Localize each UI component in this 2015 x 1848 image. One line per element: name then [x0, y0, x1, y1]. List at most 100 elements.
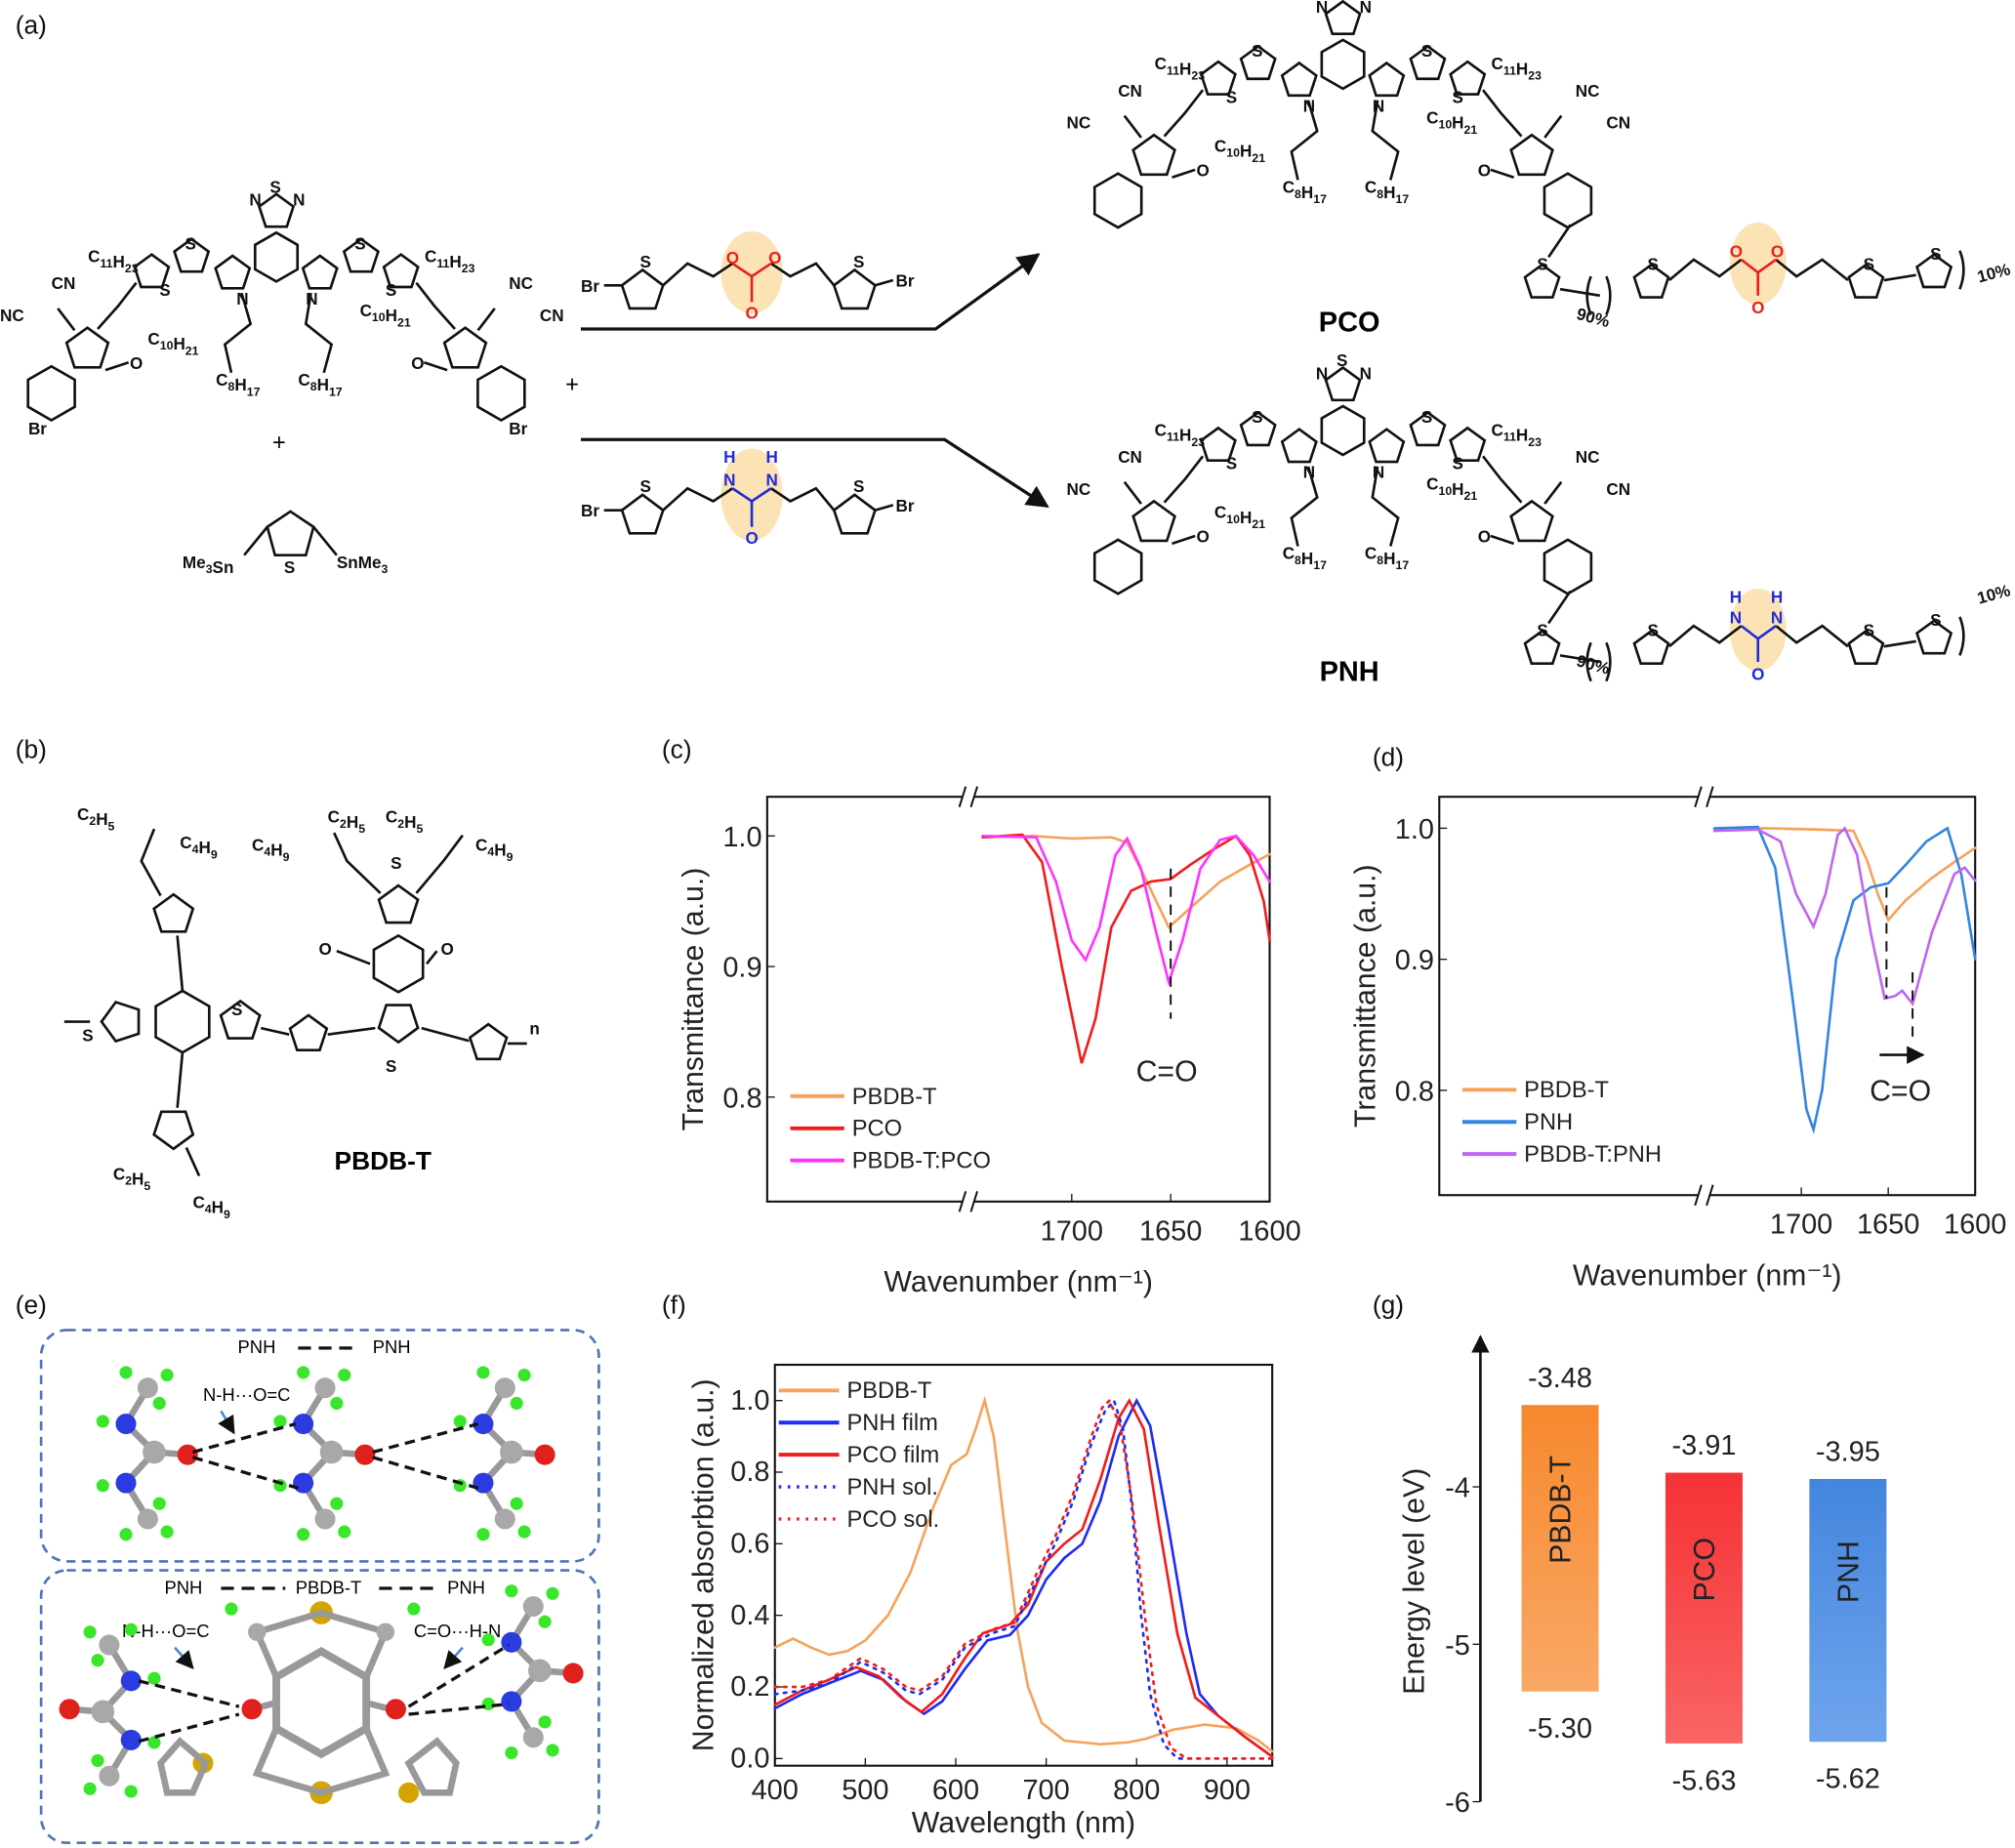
c2h5-label: C2H5	[328, 808, 366, 837]
y-tick-label: 0.9	[1395, 945, 1434, 976]
n-label: N	[1360, 364, 1372, 383]
ratio-label: 90%	[1575, 651, 1612, 678]
bond	[1668, 258, 1743, 282]
bond	[423, 361, 448, 372]
y-tick-label: 0.2	[730, 1671, 769, 1703]
legend-label: PBDB-T	[852, 1085, 937, 1110]
hbond-label: N-H···O=C	[122, 1621, 209, 1641]
s-label: S	[853, 253, 864, 271]
n-label: N	[1730, 608, 1742, 627]
s-label: S	[640, 477, 651, 496]
panel-label-f: (f)	[662, 1290, 686, 1319]
x-tick-label: 1600	[1238, 1215, 1300, 1247]
s-label: S	[1930, 245, 1941, 264]
bond	[1172, 168, 1196, 179]
five-membered-ring	[301, 254, 339, 290]
five-membered-ring	[468, 1022, 509, 1061]
five-membered-ring	[1409, 410, 1447, 447]
bond	[1775, 258, 1849, 282]
s-label: S	[1452, 88, 1462, 106]
snme3-label: SnMe3	[337, 554, 389, 576]
product-name-pco: PCO	[1319, 308, 1380, 339]
c10h21-label: C10H21	[1214, 504, 1265, 532]
n-label: N	[1316, 364, 1328, 383]
br-label: Br	[895, 272, 914, 291]
carbonate-monomer: O O O Br Br S S	[581, 231, 915, 323]
n-label: N	[293, 191, 305, 210]
series-line-PCO	[981, 833, 1271, 1064]
plus-sign: +	[565, 373, 579, 398]
bond	[1543, 114, 1563, 139]
c10h21-label: C10H21	[1214, 137, 1265, 165]
highlight	[1729, 588, 1787, 672]
series-line-PBDB-T	[981, 835, 1271, 930]
bond	[260, 1026, 290, 1036]
energy-bar-PNH	[1809, 1478, 1887, 1743]
bond	[1371, 100, 1400, 181]
series-line-PNH sol.	[773, 1398, 1274, 1760]
five-membered-ring	[1632, 263, 1670, 299]
bracket	[1958, 250, 1965, 290]
o-label: O	[1730, 242, 1743, 261]
chart-energy-levels: -4 -5 -6 Energy level (eV) -3.48 -5.30 PBDB-T -…	[1398, 1335, 1887, 1819]
n-label: N	[766, 472, 778, 490]
y-tick-label: 1.0	[722, 822, 761, 853]
five-membered-ring	[1324, 0, 1362, 35]
five-membered-ring	[288, 1013, 329, 1051]
o-label: O	[1478, 161, 1491, 180]
o-label: O	[411, 354, 424, 373]
panel-label-b: (b)	[16, 735, 47, 764]
c8h17-label: C8H17	[1365, 545, 1409, 573]
n-label: n	[529, 1020, 539, 1039]
nc-label: NC	[0, 307, 24, 325]
x-tick-label: 900	[1204, 1775, 1251, 1806]
x-tick-label: 800	[1113, 1775, 1160, 1806]
h-label: H	[1730, 588, 1742, 606]
o-label: O	[1771, 242, 1784, 261]
legend-label: PNH film	[846, 1411, 937, 1436]
nc-label: NC	[1067, 480, 1091, 499]
s-label: S	[1648, 622, 1659, 640]
five-membered-ring	[152, 892, 195, 933]
series-line-PBDB-T:PNH	[1712, 826, 1977, 1007]
pbdbt-model	[156, 1601, 460, 1805]
bond	[185, 1146, 201, 1177]
x-axis-label: Wavelength (nm)	[912, 1807, 1135, 1839]
s-label: S	[1452, 455, 1462, 473]
h-label: H	[723, 448, 735, 467]
o-label: O	[318, 940, 331, 959]
n-label: N	[236, 290, 248, 308]
ratio-label: 10%	[1975, 260, 2012, 286]
benzene-ring	[154, 989, 211, 1054]
axis-break-mark	[958, 786, 979, 808]
y-tick-label: 1.0	[730, 1385, 769, 1417]
s-label: S	[1537, 622, 1547, 640]
y-tick-label: 0.0	[730, 1744, 769, 1775]
c8h17-label: C8H17	[1365, 179, 1409, 207]
bond	[1559, 287, 1601, 298]
bond	[97, 281, 138, 330]
h-label: H	[766, 448, 778, 467]
five-membered-ring	[382, 253, 420, 289]
reaction-arrow-pnh	[580, 437, 1049, 509]
c10h21-label: C10H21	[147, 330, 198, 358]
c11h23-label: C11H23	[1492, 421, 1542, 449]
c11h23-label: C11H23	[1155, 55, 1206, 83]
c8h17-label: C8H17	[1283, 545, 1327, 573]
s-label: S	[1930, 611, 1941, 630]
c2h5-label: C2H5	[386, 808, 424, 837]
n-label: N	[1360, 0, 1372, 17]
benzene-ring	[1092, 172, 1143, 229]
cn-label: CN	[1118, 82, 1142, 101]
five-membered-ring	[257, 192, 296, 228]
five-membered-ring	[377, 883, 420, 924]
five-membered-ring	[442, 326, 488, 369]
five-membered-ring	[1239, 44, 1277, 81]
legend-label: PNH	[1524, 1110, 1573, 1135]
annotation-c-o: C=O	[1870, 1075, 1931, 1107]
benzene-ring	[372, 933, 425, 994]
s-label: S	[1421, 408, 1432, 427]
n-label: N	[249, 191, 261, 210]
bond	[223, 292, 253, 374]
